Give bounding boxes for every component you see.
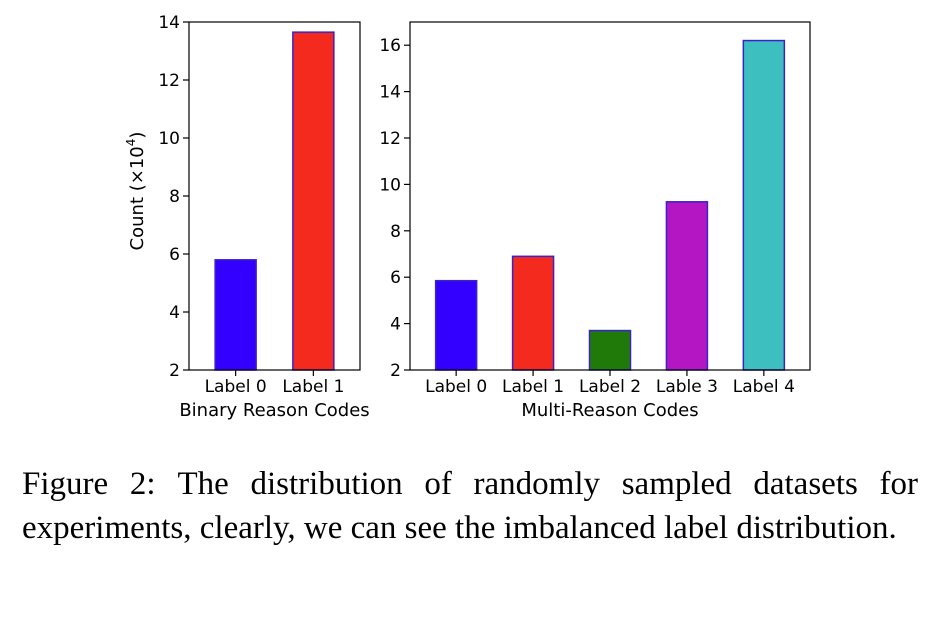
y-tick-label: 14 xyxy=(379,83,401,103)
y-tick-label: 2 xyxy=(390,361,401,381)
bar-label-4 xyxy=(742,39,786,371)
y-axis-label-suffix: ) xyxy=(127,132,148,139)
y-tick-label: 10 xyxy=(379,175,401,195)
x-axis-label: Binary Reason Codes xyxy=(179,400,369,421)
bar-label-2 xyxy=(588,329,632,371)
caption-label: Figure 2: xyxy=(22,466,156,502)
y-tick-label: 8 xyxy=(390,222,401,242)
figure-caption: Figure 2: The distribution of randomly sa… xyxy=(22,462,918,550)
y-axis-label-exponent: 4 xyxy=(124,139,138,147)
y-tick-label: 6 xyxy=(169,245,180,265)
chart-panel-1: 2 4 6 8 10 12 14 Label 0 Label 1 Binary Reason Co… xyxy=(124,13,370,421)
y-tick-label: 16 xyxy=(379,36,401,56)
x-tick-label: Label 1 xyxy=(502,377,564,397)
y-tick-label: 14 xyxy=(158,13,180,33)
chart-panel-2: 2 4 6 8 10 12 14 16 Label 0 Label 1 Label 2 Lable 3… xyxy=(379,21,811,421)
x-axis-label: Multi-Reason Codes xyxy=(521,400,698,421)
x-tick-label: Lable 3 xyxy=(656,377,718,397)
y-tick-label: 8 xyxy=(169,187,180,207)
y-tick-label: 12 xyxy=(158,71,180,91)
y-tick-label: 6 xyxy=(390,268,401,288)
x-tick-label: Label 0 xyxy=(205,377,267,397)
y-tick-label: 4 xyxy=(169,303,180,323)
bar-lable-3 xyxy=(665,201,709,371)
bar-label-1 xyxy=(511,255,555,371)
bar-label-0 xyxy=(214,259,257,371)
y-axis-label-prefix: Count (×10 xyxy=(127,146,148,250)
figure: 2 4 6 8 10 12 14 Label 0 Label 1 Binary Reason Co… xyxy=(124,13,811,421)
caption-text: The distribution of randomly sampled dat… xyxy=(22,466,918,546)
y-axis-label: Count (×104) xyxy=(124,132,148,251)
y-tick-label: 4 xyxy=(390,315,401,335)
x-tick-label: Label 4 xyxy=(733,377,795,397)
bar-label-0 xyxy=(434,279,478,371)
y-tick-label: 10 xyxy=(158,129,180,149)
x-tick-label: Label 1 xyxy=(282,377,344,397)
x-tick-label: Label 2 xyxy=(579,377,641,397)
x-tick-label: Label 0 xyxy=(425,377,487,397)
y-tick-label: 2 xyxy=(169,361,180,381)
y-tick-label: 12 xyxy=(379,129,401,149)
bar-label-1 xyxy=(292,31,335,371)
chart-svg: 2 4 6 8 10 12 14 Label 0 Label 1 Binary Reason Co… xyxy=(124,13,811,421)
